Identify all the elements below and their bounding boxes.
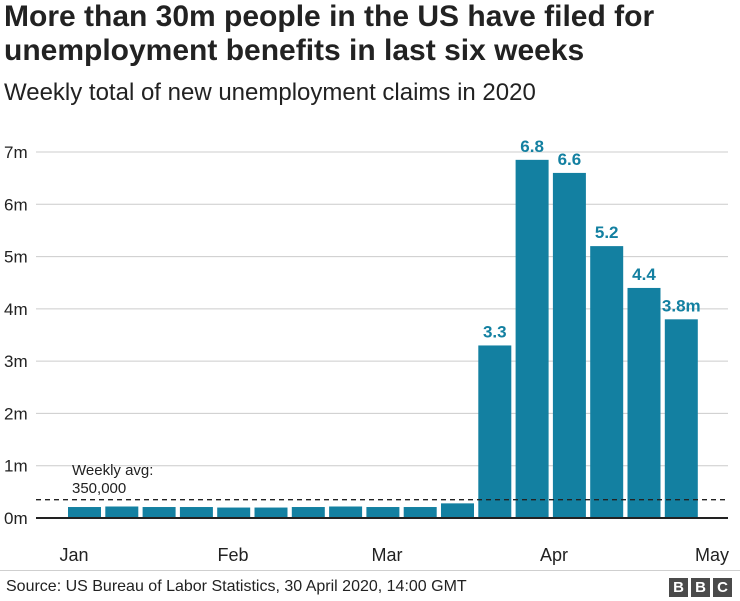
data-label: 6.8 (520, 137, 544, 156)
bar (627, 287, 661, 518)
bar (403, 507, 437, 518)
average-label: 350,000 (72, 480, 126, 497)
data-label: 3.3 (483, 322, 507, 341)
y-tick-label: 4m (4, 300, 28, 319)
bbc-logo-letter: C (713, 578, 732, 597)
data-label: 5.2 (595, 223, 619, 242)
chart-subtitle: Weekly total of new unemployment claims … (4, 79, 536, 106)
data-label: 4.4 (632, 265, 656, 284)
x-tick-label: Feb (217, 545, 248, 565)
bar (68, 507, 101, 518)
bar (217, 507, 251, 518)
bar (142, 507, 176, 518)
bar (291, 507, 325, 518)
footer-divider (0, 570, 740, 571)
bar (515, 159, 549, 519)
x-tick-label: Jan (59, 545, 88, 565)
bbc-logo-letter: B (691, 578, 710, 597)
bar (590, 246, 624, 518)
x-tick-label: Apr (540, 545, 568, 565)
data-label: 3.8m (662, 296, 701, 315)
x-tick-label: May (695, 545, 729, 565)
bar (254, 507, 288, 518)
bar (552, 172, 586, 518)
bbc-logo-letter: B (669, 578, 688, 597)
bar (441, 503, 474, 518)
y-tick-label: 0m (4, 509, 28, 528)
source-note: Source: US Bureau of Labor Statistics, 3… (6, 578, 467, 595)
bar (478, 345, 512, 518)
y-tick-label: 7m (4, 143, 28, 162)
bar (329, 506, 363, 518)
bar (664, 319, 698, 518)
y-tick-label: 3m (4, 352, 28, 371)
bar (366, 507, 400, 518)
bar (179, 507, 213, 518)
y-tick-label: 2m (4, 404, 28, 423)
y-tick-label: 6m (4, 195, 28, 214)
bar (105, 506, 139, 518)
bar-chart: 0m 1m 2m 3m 4m 5m 6m 7m 3.3 6.8 6.6 5.2 4.4 3.8m Weekl… (4, 137, 729, 565)
chart-title: More than 30m people in the US have file… (4, 0, 655, 67)
y-tick-label: 5m (4, 248, 28, 267)
bbc-logo: B B C (669, 578, 732, 597)
y-tick-label: 1m (4, 457, 28, 476)
average-label: Weekly avg: (72, 462, 153, 479)
x-tick-label: Mar (372, 545, 403, 565)
data-label: 6.6 (558, 150, 582, 169)
